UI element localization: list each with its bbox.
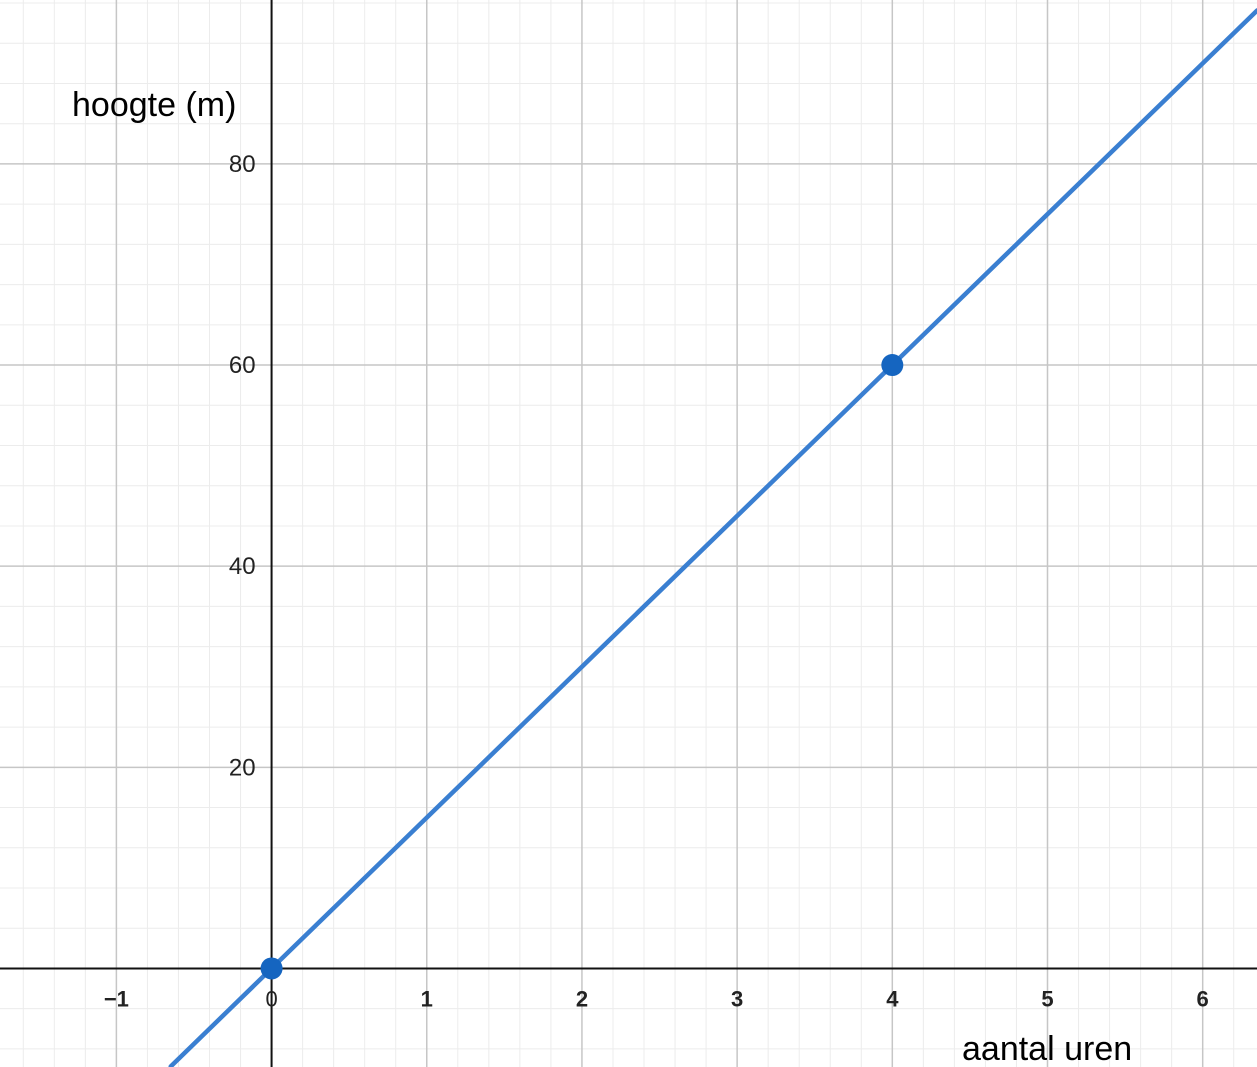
x-tick-label: 3 [731,986,743,1011]
data-point [260,957,283,980]
x-tick-label: 6 [1197,986,1209,1011]
x-tick-labels: −1 0 1 2 3 4 5 6 [104,986,1209,1011]
y-tick-label: 80 [229,151,256,178]
data-point [881,354,904,377]
series-layer [168,8,1257,1067]
y-tick-label: 60 [229,352,256,379]
points-layer [260,354,904,980]
x-tick-label: 5 [1041,986,1053,1011]
x-axis-title: aantal uren [962,1030,1132,1067]
x-tick-label: 0 [265,986,277,1011]
x-tick-label: −1 [104,986,129,1011]
y-tick-label: 20 [229,754,256,781]
y-tick-label: 40 [229,553,256,580]
y-tick-labels: 20 40 60 80 [229,151,256,781]
y-axis-title: hoogte (m) [72,86,236,124]
x-tick-label: 4 [886,986,899,1011]
x-tick-label: 2 [576,986,588,1011]
x-tick-label: 1 [421,986,433,1011]
series-line [168,8,1257,1067]
